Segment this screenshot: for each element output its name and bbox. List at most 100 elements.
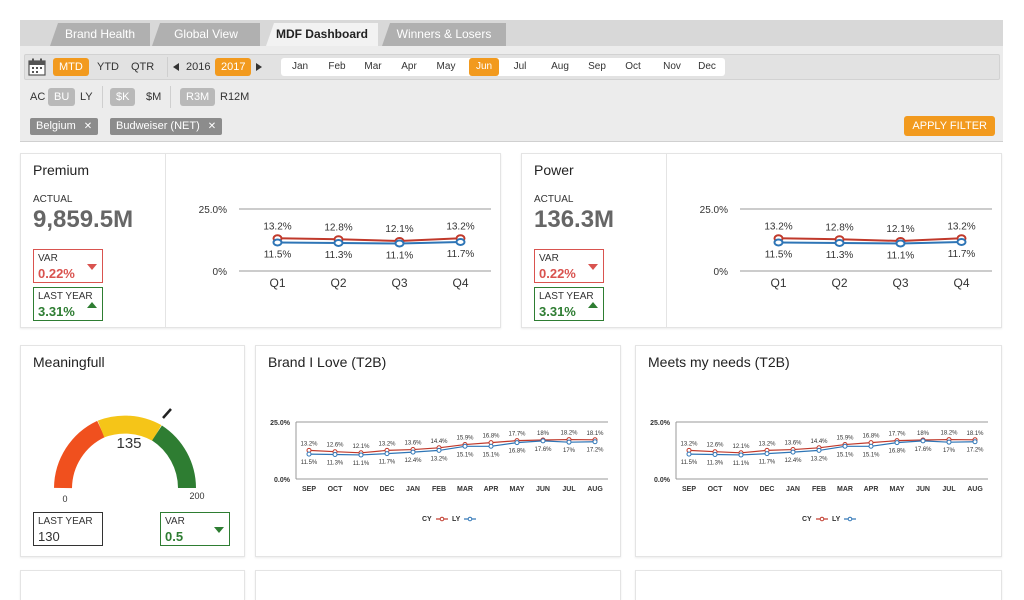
cy-series-line <box>277 237 461 242</box>
period-qtr[interactable]: QTR <box>131 61 155 73</box>
tab-mdf-dashboard[interactable]: MDF Dashboard <box>266 23 378 46</box>
x-tick-label: NOV <box>353 486 369 493</box>
var-label: VAR <box>38 253 58 264</box>
data-label: 15.1% <box>862 452 880 458</box>
data-label: 18.1% <box>966 431 984 437</box>
month-oct[interactable]: Oct <box>625 61 641 72</box>
data-point-ly <box>514 440 520 446</box>
month-may[interactable]: May <box>436 61 456 72</box>
rolling-r3m[interactable]: R3M <box>180 88 216 106</box>
compare-ac[interactable]: AC <box>30 91 46 103</box>
data-point-ly <box>816 447 822 453</box>
last-year-box: LAST YEAR 3.31% <box>534 287 604 321</box>
data-label: 18.1% <box>586 431 604 437</box>
data-label: 17% <box>943 448 956 454</box>
unit-m[interactable]: $M <box>146 91 162 103</box>
data-label: 13.6% <box>784 441 802 447</box>
x-tick-label: NOV <box>733 486 749 493</box>
data-label: 13.6% <box>404 441 422 447</box>
var-label: VAR <box>165 516 185 527</box>
month-apr[interactable]: Apr <box>401 61 417 72</box>
filter-chip-budweiser[interactable]: Budweiser (NET) ✕ <box>110 118 223 135</box>
ly-data-label: 11.1% <box>887 250 915 261</box>
series-line-cy <box>308 438 596 454</box>
data-point-ly <box>306 451 312 457</box>
data-point-ly <box>868 443 874 449</box>
y-tick-label: 0% <box>714 267 729 278</box>
var-value: 0.5 <box>165 529 184 544</box>
data-label: 11.3% <box>707 461 724 467</box>
data-point-ly <box>920 438 926 444</box>
divider <box>666 154 667 327</box>
filter-chip-belgium[interactable]: Belgium ✕ <box>30 118 99 135</box>
data-point-ly <box>686 451 692 457</box>
data-label: 11.1% <box>733 461 750 467</box>
month-dec[interactable]: Dec <box>698 61 716 72</box>
data-point-ly <box>842 443 848 449</box>
close-icon[interactable]: ✕ <box>207 121 217 132</box>
last-year-value: 3.31% <box>539 304 576 319</box>
data-point-ly <box>436 447 442 453</box>
period-mtd[interactable]: MTD <box>53 58 89 76</box>
var-box: VAR 0.22% <box>33 249 103 283</box>
tab-winners-losers[interactable]: Winners & Losers <box>382 23 506 46</box>
last-year-label: LAST YEAR <box>539 291 594 302</box>
cy-data-label: 13.2% <box>764 221 792 232</box>
x-tick-label: JUN <box>916 486 930 493</box>
unit-k[interactable]: $K <box>110 88 136 106</box>
meets-my-needs-card: Meets my needs (T2B) 25.0% 0.0% 13.2% 12.6%… <box>635 345 1002 557</box>
chevron-right-icon[interactable] <box>256 63 262 71</box>
cy-data-label: 12.8% <box>825 222 853 233</box>
month-feb[interactable]: Feb <box>328 61 346 72</box>
month-nov[interactable]: Nov <box>663 61 681 72</box>
close-icon[interactable]: ✕ <box>83 121 93 132</box>
x-tick-label: MAR <box>837 486 853 493</box>
month-mar[interactable]: Mar <box>364 61 382 72</box>
month-sep[interactable]: Sep <box>588 61 606 72</box>
last-year-value: 3.31% <box>38 304 75 319</box>
year-2016[interactable]: 2016 <box>186 61 211 73</box>
data-label: 11.5% <box>301 460 318 466</box>
month-jun[interactable]: Jun <box>469 58 499 76</box>
tab-brand-health[interactable]: Brand Health <box>50 23 150 46</box>
data-label: 18% <box>537 431 550 437</box>
data-label: 15.1% <box>836 452 854 458</box>
legend-label: CY <box>422 516 432 523</box>
gauge-needle <box>162 408 172 419</box>
y-tick-label: 0.0% <box>274 477 291 484</box>
ly-data-label: 11.1% <box>386 250 414 261</box>
x-tick-label: DEC <box>380 486 395 493</box>
period-ytd[interactable]: YTD <box>97 61 119 73</box>
data-label: 16.8% <box>862 434 880 440</box>
rolling-r12m[interactable]: R12M <box>220 91 250 103</box>
chevron-left-icon[interactable] <box>173 63 179 71</box>
data-label: 18% <box>917 431 930 437</box>
ly-point <box>272 238 283 247</box>
cy-data-label: 13.2% <box>446 221 474 232</box>
calendar-icon[interactable] <box>28 58 46 76</box>
x-tick-label: FEB <box>432 486 446 493</box>
partial-card <box>255 570 621 600</box>
ly-data-label: 11.3% <box>325 250 353 261</box>
data-point-ly <box>410 449 416 455</box>
var-value: 0.22% <box>38 266 75 281</box>
x-tick-label: APR <box>864 486 879 493</box>
period-bar: MTD YTD QTR 2016 2017 Jan Feb Mar Apr Ma… <box>24 54 1000 80</box>
x-tick-label: AUG <box>967 486 983 493</box>
apply-filter-button[interactable]: APPLY FILTER <box>904 116 995 136</box>
month-jul[interactable]: Jul <box>513 61 527 72</box>
data-point-ly <box>790 449 796 455</box>
gauge-min: 0 <box>62 494 67 504</box>
month-aug[interactable]: Aug <box>551 61 569 72</box>
tab-global-view[interactable]: Global View <box>152 23 260 46</box>
data-label: 16.8% <box>508 449 526 455</box>
premium-quarterly-chart: 25.0% 0% 13.2% 12.8% 12.1% 13.2% 11.5% 11.3% 11.… <box>199 205 491 290</box>
compare-bu[interactable]: BU <box>48 88 76 106</box>
legend-marker <box>847 516 853 522</box>
year-2017[interactable]: 2017 <box>215 58 252 76</box>
month-jan[interactable]: Jan <box>291 61 309 72</box>
actual-value: 136.3M <box>534 206 615 233</box>
data-point-ly <box>332 452 338 458</box>
compare-ly[interactable]: LY <box>80 91 93 103</box>
ly-point <box>895 239 906 248</box>
